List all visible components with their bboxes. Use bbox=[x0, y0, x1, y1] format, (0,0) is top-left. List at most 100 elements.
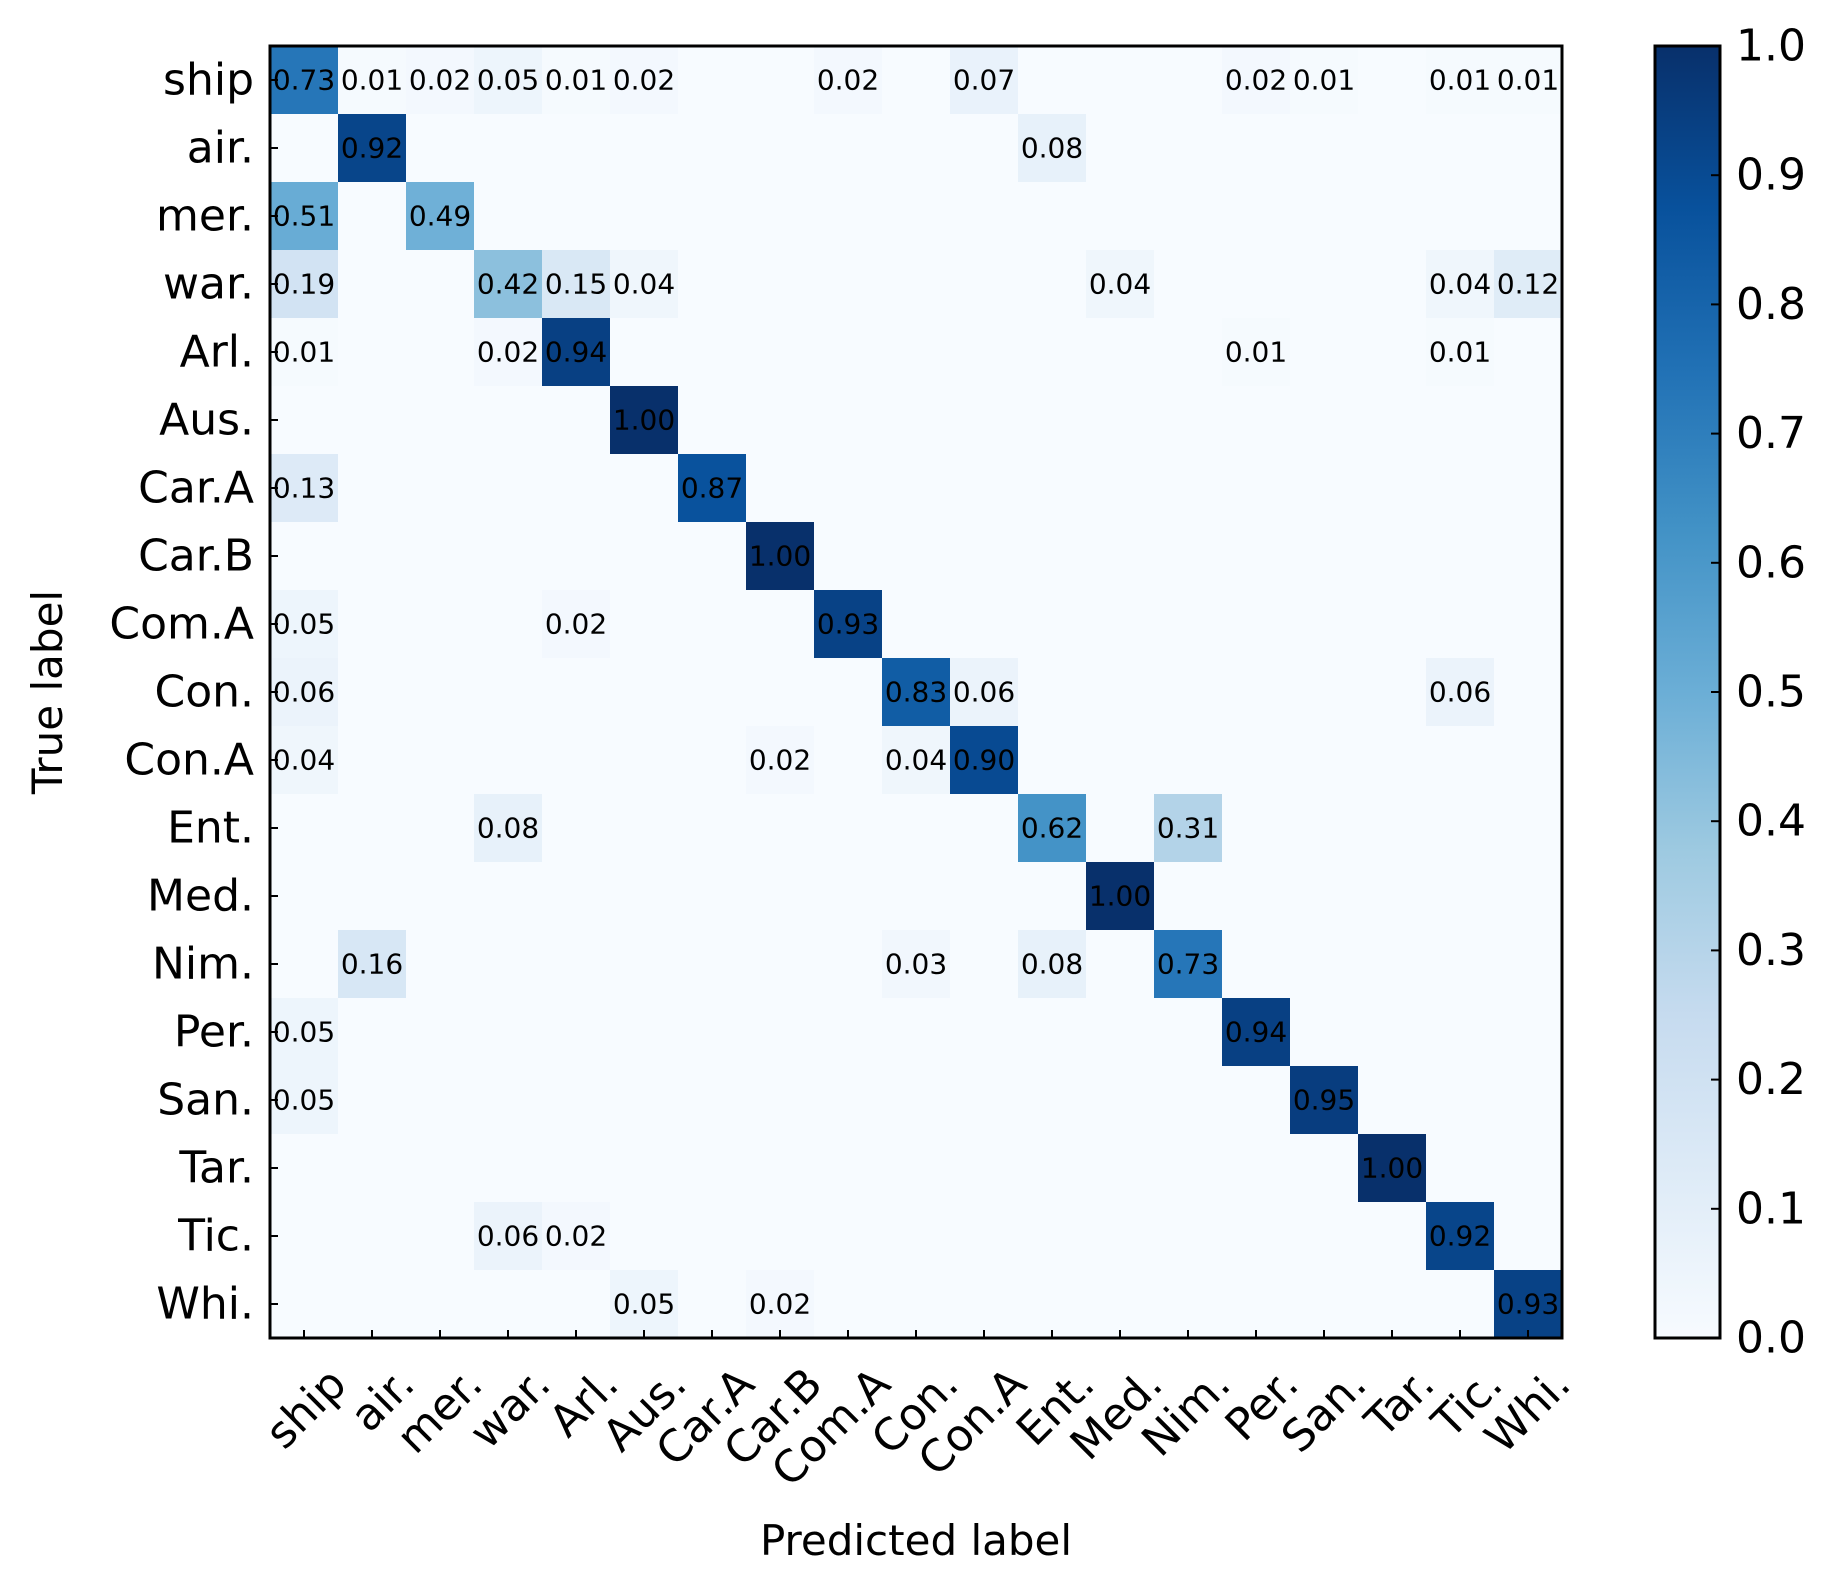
heatmap-cells bbox=[270, 46, 1563, 1339]
heatmap-cell bbox=[1018, 1066, 1087, 1135]
cell-value-label: 0.31 bbox=[1157, 812, 1219, 845]
heatmap-cell bbox=[950, 726, 1019, 795]
heatmap-cell bbox=[1358, 998, 1427, 1067]
y-tick-label: war. bbox=[163, 259, 254, 310]
heatmap-cell bbox=[338, 1270, 407, 1339]
cell-value-label: 0.92 bbox=[1429, 1220, 1491, 1253]
heatmap-cell bbox=[610, 590, 679, 659]
heatmap-cell bbox=[1222, 46, 1291, 115]
heatmap-cell bbox=[1494, 658, 1563, 727]
heatmap-cell bbox=[1290, 46, 1359, 115]
cell-value-label: 0.01 bbox=[545, 64, 607, 97]
y-tick-label: Tic. bbox=[177, 1211, 254, 1262]
heatmap-cell bbox=[338, 1134, 407, 1203]
heatmap-cell bbox=[1358, 930, 1427, 999]
heatmap-cell bbox=[610, 318, 679, 387]
heatmap-cell bbox=[542, 386, 611, 455]
heatmap-cell bbox=[1358, 1134, 1427, 1203]
heatmap-cell bbox=[1358, 386, 1427, 455]
heatmap-cell bbox=[406, 726, 475, 795]
colorbar-tick-label: 0.8 bbox=[1736, 279, 1806, 330]
heatmap-cell bbox=[1018, 182, 1087, 251]
cell-value-label: 0.05 bbox=[613, 1288, 675, 1321]
heatmap-cell bbox=[406, 1202, 475, 1271]
heatmap-cell bbox=[1086, 1202, 1155, 1271]
cell-value-label: 0.05 bbox=[273, 1084, 335, 1117]
heatmap-cell bbox=[1358, 794, 1427, 863]
heatmap-cell bbox=[474, 998, 543, 1067]
heatmap-cell bbox=[406, 590, 475, 659]
heatmap-cell bbox=[474, 318, 543, 387]
y-tick-label: Per. bbox=[174, 1007, 254, 1058]
cell-value-label: 0.02 bbox=[817, 64, 879, 97]
heatmap-cell bbox=[474, 114, 543, 183]
heatmap-cell bbox=[1086, 46, 1155, 115]
heatmap-cell bbox=[474, 386, 543, 455]
heatmap-cell bbox=[678, 114, 747, 183]
heatmap-cell bbox=[1290, 658, 1359, 727]
heatmap-cell bbox=[814, 658, 883, 727]
heatmap-cell bbox=[1290, 1066, 1359, 1135]
heatmap-cell bbox=[338, 658, 407, 727]
heatmap-cell bbox=[406, 658, 475, 727]
cell-value-label: 0.06 bbox=[953, 676, 1015, 709]
heatmap-cell bbox=[406, 998, 475, 1067]
heatmap-cell bbox=[1086, 930, 1155, 999]
heatmap-cell bbox=[1018, 114, 1087, 183]
heatmap-cell bbox=[1290, 590, 1359, 659]
heatmap-cell bbox=[1494, 1134, 1563, 1203]
heatmap-cell bbox=[1086, 318, 1155, 387]
heatmap-cell-labels: 0.73 0.01 0.02 0.05 0.01 0.02 0.02 0.07 0.02 0.01… bbox=[273, 64, 1559, 1321]
heatmap-cell bbox=[1018, 862, 1087, 931]
cell-value-label: 0.01 bbox=[1293, 64, 1355, 97]
heatmap-cell bbox=[270, 1134, 339, 1203]
heatmap-cell bbox=[1086, 522, 1155, 591]
cell-value-label: 0.02 bbox=[477, 336, 539, 369]
heatmap-cell bbox=[406, 1134, 475, 1203]
heatmap-cell bbox=[542, 182, 611, 251]
heatmap-cell bbox=[1494, 1202, 1563, 1271]
cell-value-label: 0.01 bbox=[1429, 64, 1491, 97]
heatmap-cell bbox=[1086, 1270, 1155, 1339]
cell-value-label: 0.05 bbox=[273, 1016, 335, 1049]
heatmap-cell bbox=[882, 930, 951, 999]
heatmap-cell bbox=[1154, 318, 1223, 387]
heatmap-cell bbox=[270, 250, 339, 319]
heatmap-cell bbox=[406, 318, 475, 387]
heatmap-cell bbox=[1358, 1202, 1427, 1271]
heatmap-cell bbox=[270, 1270, 339, 1339]
heatmap-cell bbox=[1426, 930, 1495, 999]
heatmap-cell bbox=[746, 590, 815, 659]
heatmap-cell bbox=[1494, 726, 1563, 795]
heatmap-cell bbox=[678, 182, 747, 251]
heatmap-cell bbox=[950, 1270, 1019, 1339]
heatmap-cell bbox=[746, 1134, 815, 1203]
heatmap-cell bbox=[882, 658, 951, 727]
heatmap-cell bbox=[950, 658, 1019, 727]
heatmap-cell bbox=[1494, 182, 1563, 251]
heatmap-cell bbox=[1358, 522, 1427, 591]
heatmap-cell bbox=[474, 1270, 543, 1339]
heatmap-cell bbox=[1426, 522, 1495, 591]
heatmap-cell bbox=[678, 386, 747, 455]
cell-value-label: 0.90 bbox=[953, 744, 1015, 777]
heatmap-cell bbox=[1086, 726, 1155, 795]
heatmap-cell bbox=[338, 250, 407, 319]
heatmap-cell bbox=[746, 454, 815, 523]
cell-value-label: 0.01 bbox=[273, 336, 335, 369]
heatmap-cell bbox=[950, 114, 1019, 183]
heatmap-cell bbox=[406, 522, 475, 591]
heatmap-cell bbox=[746, 1202, 815, 1271]
heatmap-cell bbox=[1018, 1134, 1087, 1203]
heatmap-cell bbox=[270, 862, 339, 931]
heatmap-cell bbox=[474, 590, 543, 659]
heatmap-cell bbox=[1358, 862, 1427, 931]
heatmap-cell bbox=[1222, 794, 1291, 863]
heatmap-cell bbox=[882, 454, 951, 523]
heatmap-cell bbox=[746, 46, 815, 115]
cell-value-label: 0.02 bbox=[613, 64, 675, 97]
y-tick-label: Med. bbox=[147, 871, 254, 922]
heatmap-cell bbox=[542, 658, 611, 727]
cell-value-label: 0.04 bbox=[1089, 268, 1151, 301]
